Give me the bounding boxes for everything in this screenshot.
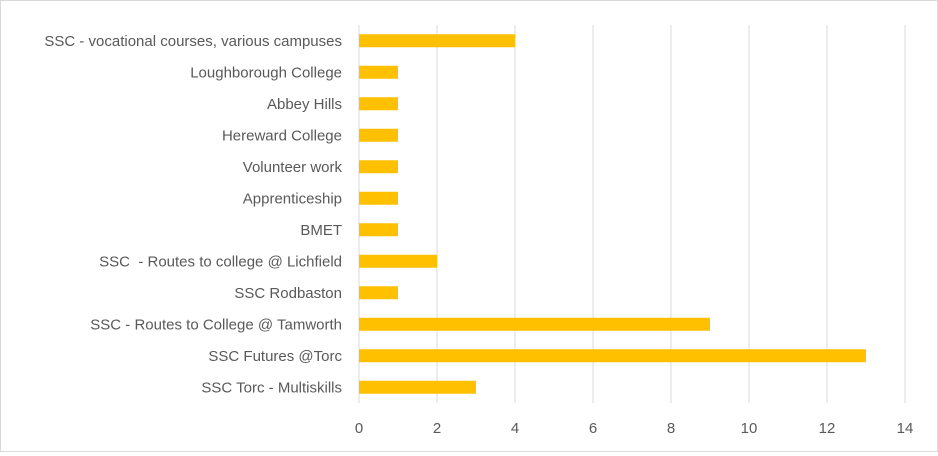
bar [359, 128, 398, 142]
gridlines [358, 25, 906, 403]
category-label: SSC - Routes to college @ Lichfield [99, 253, 342, 270]
bar [359, 349, 866, 363]
category-label: SSC Torc - Multiskills [201, 379, 342, 396]
bar [359, 34, 515, 48]
bar [359, 97, 398, 111]
bar [359, 223, 398, 237]
bars [359, 34, 866, 394]
x-tick-label: 6 [589, 420, 597, 437]
x-tick-label: 10 [741, 420, 758, 437]
category-label: Apprenticeship [243, 190, 342, 207]
category-label: Loughborough College [190, 64, 342, 81]
bar [359, 317, 710, 331]
x-tick-label: 0 [355, 420, 363, 437]
bar [359, 286, 398, 300]
category-label: Abbey Hills [267, 96, 342, 113]
x-tick-label: 4 [511, 420, 519, 437]
bar [359, 380, 476, 394]
category-labels: SSC - vocational courses, various campus… [44, 33, 342, 397]
category-label: SSC - vocational courses, various campus… [44, 33, 342, 50]
x-tick-label: 2 [433, 420, 441, 437]
x-tick-label: 8 [667, 420, 675, 437]
bar [359, 254, 437, 268]
x-tick-labels: 0 2 4 6 8 10 12 14 [355, 420, 914, 437]
bar [359, 160, 398, 174]
category-label: SSC - Routes to College @ Tamworth [90, 316, 342, 333]
category-label: SSC Futures @Torc [208, 348, 342, 365]
x-tick-label: 12 [819, 420, 836, 437]
category-label: Hereward College [222, 127, 342, 144]
category-label: Volunteer work [243, 159, 343, 176]
bar [359, 191, 398, 205]
x-tick-label: 14 [897, 420, 914, 437]
category-label: BMET [300, 222, 342, 239]
category-label: SSC Rodbaston [234, 285, 342, 302]
bar [359, 65, 398, 79]
